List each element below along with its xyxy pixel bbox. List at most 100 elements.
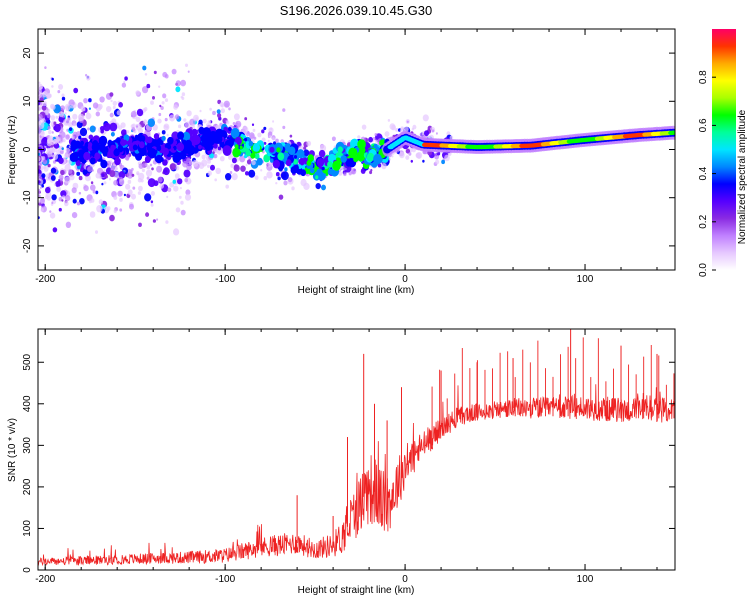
spectrogram-blob	[153, 70, 157, 75]
spectrogram-blob	[266, 171, 273, 179]
spectrogram-blob	[98, 199, 104, 205]
spectrogram-blob	[131, 173, 135, 177]
spectrogram-blob	[303, 146, 307, 150]
spectrogram-blob	[73, 155, 78, 162]
spectrogram-blob	[182, 160, 189, 168]
spectrogram-blob	[278, 194, 284, 200]
spectrogram-blob	[291, 186, 295, 191]
snr-y-label: SNR (10 * v/v)	[7, 418, 18, 482]
spectrogram-blob	[78, 135, 82, 140]
spectrogram-blob	[267, 161, 272, 168]
spectrogram-blob	[46, 173, 50, 178]
x-tick-label: -200	[35, 574, 55, 585]
spectrogram-blob	[87, 166, 93, 173]
spectrogram-blob	[293, 159, 298, 165]
spectrogram-blob	[38, 127, 42, 135]
spectrogram-blob	[116, 110, 122, 116]
spectrogram-blob	[42, 159, 48, 165]
spectrogram-blob	[415, 152, 421, 159]
spectrogram-blob	[143, 119, 148, 125]
spectrogram-blob	[391, 155, 394, 158]
spectrogram-blob	[245, 163, 248, 167]
spectrogram-blob	[39, 198, 45, 205]
spectrogram-blob	[121, 82, 127, 88]
spectrogram-blob	[43, 166, 49, 172]
spectrogram-blob	[235, 120, 242, 128]
spectrogram-blob	[76, 171, 81, 176]
spectrogram-blob	[105, 175, 108, 179]
spectrogram-blob	[327, 168, 333, 175]
spectrogram-blob	[50, 175, 56, 181]
spectrogram-blob	[164, 98, 169, 102]
spectrogram-blob	[131, 193, 136, 200]
spectrogram-blob	[260, 168, 263, 172]
x-tick-label: 0	[402, 574, 408, 585]
x-tick-label: -100	[215, 574, 235, 585]
spectrogram-blob	[422, 114, 429, 122]
spectrogram-blob	[256, 157, 263, 166]
spectrogram-blob	[64, 176, 71, 184]
spectrogram-blob	[38, 83, 43, 90]
spectrogram-blob	[395, 127, 399, 132]
spectrogram-blob	[49, 212, 56, 219]
colorbar-tick-label: 0.6	[698, 118, 709, 132]
spectrogram-blob	[61, 93, 65, 98]
spectrogram-blob	[387, 119, 391, 122]
spectrogram-blob	[156, 218, 159, 221]
spectrogram-blob	[263, 126, 267, 131]
spectrogram-blob	[381, 139, 386, 145]
spectrogram-blob	[88, 98, 92, 103]
spectrogram-blob	[159, 104, 162, 108]
spectrogram-blob	[318, 149, 326, 158]
spectrogram-blob	[368, 136, 373, 143]
spectrogram-blob	[94, 152, 101, 160]
spectrogram-blob	[179, 186, 182, 190]
spectrogram-blob	[38, 180, 41, 184]
spectrogram-blob	[89, 125, 96, 133]
spectrogram-blob	[58, 157, 64, 164]
spectrogram-blob	[147, 148, 157, 159]
spectrogram-blob	[39, 135, 42, 138]
spectrogram-blob	[91, 169, 94, 172]
colorbar: 0.0 0.2 0.4 0.6 0.8 Normalized spectral ampl…	[698, 29, 748, 277]
spectrogram-blob	[96, 205, 103, 213]
spectrogram-blob	[384, 131, 390, 137]
spectrogram-blob	[67, 159, 72, 166]
snr-frame	[37, 328, 676, 571]
spectrogram-blob	[217, 113, 222, 118]
spectrogram-blob	[65, 221, 72, 228]
spectrogram-blob	[83, 185, 89, 192]
spectrogram-blob	[327, 161, 333, 168]
spectrogram-blob	[231, 157, 237, 164]
spectrogram-blob	[108, 178, 111, 181]
spectrogram-blob	[101, 173, 105, 178]
spectrogram-blob	[270, 127, 273, 131]
spectrogram-blob	[90, 184, 96, 191]
spectrogram-blob	[229, 171, 233, 174]
spectrogram-blob	[374, 139, 378, 143]
spectrogram-blob	[215, 128, 224, 139]
spectrogram-blob	[406, 120, 409, 124]
spectrogram-blob	[202, 118, 207, 124]
spectrogram-blob	[106, 106, 112, 113]
spectrogram-blob	[50, 167, 57, 174]
spectrogram-blob	[220, 108, 225, 114]
spectrogram-blob	[80, 105, 86, 112]
chart-title: S196.2026.039.10.45.G30	[280, 3, 433, 18]
spectrogram-blob	[95, 230, 98, 234]
spectrogram-blob	[424, 130, 429, 137]
spectrogram-blob	[69, 174, 75, 181]
spectrogram-blob	[209, 107, 212, 111]
spectrogram-blob	[272, 159, 280, 169]
spectrogram-blob	[282, 108, 286, 112]
spectrogram-blob	[144, 73, 148, 76]
spectrogram-blob	[180, 95, 183, 99]
spectrogram-blob	[174, 173, 180, 179]
colorbar-ticks: 0.0 0.2 0.4 0.6 0.8	[698, 70, 716, 277]
spectrogram-blob	[431, 129, 435, 133]
spectrogram-blob	[254, 175, 259, 180]
spectrogram-blob	[142, 86, 149, 94]
spectrogram-blob	[441, 159, 445, 165]
spectrogram-blob	[231, 173, 238, 181]
